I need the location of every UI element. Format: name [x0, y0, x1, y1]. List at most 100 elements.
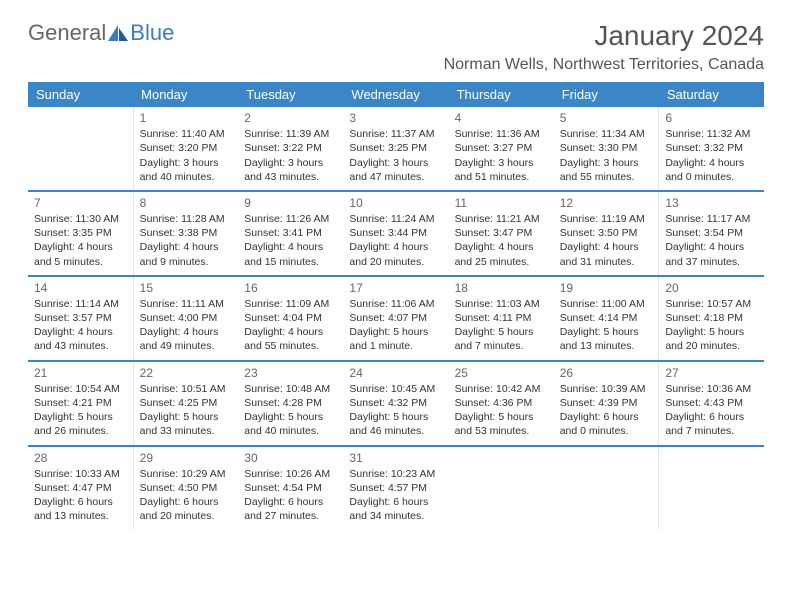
day-daylight2: and 9 minutes. — [140, 255, 233, 269]
day-sunrise: Sunrise: 11:37 AM — [349, 127, 442, 141]
day-daylight2: and 20 minutes. — [140, 509, 233, 523]
calendar-day-cell: 13Sunrise: 11:17 AMSunset: 3:54 PMDaylig… — [659, 191, 764, 276]
day-daylight2: and 5 minutes. — [34, 255, 127, 269]
header: General Blue January 2024 Norman Wells, … — [28, 20, 764, 74]
day-header: Wednesday — [343, 82, 448, 107]
title-block: January 2024 Norman Wells, Northwest Ter… — [444, 20, 764, 74]
day-number: 28 — [34, 450, 127, 466]
day-daylight2: and 40 minutes. — [140, 170, 233, 184]
day-sunrise: Sunrise: 11:28 AM — [140, 212, 233, 226]
calendar-day-cell: 27Sunrise: 10:36 AMSunset: 4:43 PMDaylig… — [659, 361, 764, 446]
day-number: 3 — [349, 110, 442, 126]
calendar-day-cell: 7Sunrise: 11:30 AMSunset: 3:35 PMDayligh… — [28, 191, 133, 276]
day-sunrise: Sunrise: 11:24 AM — [349, 212, 442, 226]
calendar-day-cell: 9Sunrise: 11:26 AMSunset: 3:41 PMDayligh… — [238, 191, 343, 276]
day-daylight2: and 47 minutes. — [349, 170, 442, 184]
day-daylight2: and 20 minutes. — [349, 255, 442, 269]
calendar-day-cell: 31Sunrise: 10:23 AMSunset: 4:57 PMDaylig… — [343, 446, 448, 530]
calendar-week-row: 1Sunrise: 11:40 AMSunset: 3:20 PMDayligh… — [28, 107, 764, 191]
day-sunrise: Sunrise: 11:26 AM — [244, 212, 337, 226]
calendar-day-cell: 24Sunrise: 10:45 AMSunset: 4:32 PMDaylig… — [343, 361, 448, 446]
day-daylight1: Daylight: 4 hours — [34, 240, 127, 254]
day-sunset: Sunset: 4:43 PM — [665, 396, 758, 410]
logo-sail-icon — [108, 25, 128, 41]
day-daylight2: and 37 minutes. — [665, 255, 758, 269]
day-sunrise: Sunrise: 10:57 AM — [665, 297, 758, 311]
day-sunset: Sunset: 4:36 PM — [455, 396, 548, 410]
day-header: Sunday — [28, 82, 133, 107]
day-number: 20 — [665, 280, 758, 296]
day-sunrise: Sunrise: 11:17 AM — [665, 212, 758, 226]
calendar-day-cell: 8Sunrise: 11:28 AMSunset: 3:38 PMDayligh… — [133, 191, 238, 276]
day-daylight1: Daylight: 5 hours — [349, 325, 442, 339]
day-sunrise: Sunrise: 10:33 AM — [34, 467, 127, 481]
day-number: 15 — [140, 280, 233, 296]
day-daylight2: and 46 minutes. — [349, 424, 442, 438]
day-sunset: Sunset: 4:47 PM — [34, 481, 127, 495]
calendar-week-row: 14Sunrise: 11:14 AMSunset: 3:57 PMDaylig… — [28, 276, 764, 361]
calendar-day-cell: 3Sunrise: 11:37 AMSunset: 3:25 PMDayligh… — [343, 107, 448, 191]
day-daylight2: and 34 minutes. — [349, 509, 442, 523]
day-number: 25 — [455, 365, 548, 381]
day-daylight1: Daylight: 4 hours — [665, 156, 758, 170]
day-daylight1: Daylight: 6 hours — [665, 410, 758, 424]
day-number: 11 — [455, 195, 548, 211]
calendar-week-row: 28Sunrise: 10:33 AMSunset: 4:47 PMDaylig… — [28, 446, 764, 530]
day-daylight2: and 1 minute. — [349, 339, 442, 353]
calendar-day-cell: 30Sunrise: 10:26 AMSunset: 4:54 PMDaylig… — [238, 446, 343, 530]
day-sunset: Sunset: 4:28 PM — [244, 396, 337, 410]
day-daylight2: and 0 minutes. — [560, 424, 653, 438]
calendar-week-row: 21Sunrise: 10:54 AMSunset: 4:21 PMDaylig… — [28, 361, 764, 446]
calendar-day-cell: 25Sunrise: 10:42 AMSunset: 4:36 PMDaylig… — [449, 361, 554, 446]
day-sunset: Sunset: 4:04 PM — [244, 311, 337, 325]
day-sunrise: Sunrise: 10:39 AM — [560, 382, 653, 396]
day-sunset: Sunset: 4:11 PM — [455, 311, 548, 325]
calendar-day-cell: 28Sunrise: 10:33 AMSunset: 4:47 PMDaylig… — [28, 446, 133, 530]
day-daylight1: Daylight: 3 hours — [455, 156, 548, 170]
day-daylight2: and 13 minutes. — [560, 339, 653, 353]
day-daylight1: Daylight: 4 hours — [140, 325, 233, 339]
day-sunrise: Sunrise: 10:42 AM — [455, 382, 548, 396]
day-sunrise: Sunrise: 10:29 AM — [140, 467, 233, 481]
day-number: 16 — [244, 280, 337, 296]
day-daylight1: Daylight: 5 hours — [455, 325, 548, 339]
day-daylight2: and 40 minutes. — [244, 424, 337, 438]
day-sunrise: Sunrise: 11:03 AM — [455, 297, 548, 311]
day-daylight1: Daylight: 5 hours — [140, 410, 233, 424]
day-daylight2: and 7 minutes. — [665, 424, 758, 438]
day-sunrise: Sunrise: 11:00 AM — [560, 297, 653, 311]
day-number: 26 — [560, 365, 653, 381]
day-daylight2: and 0 minutes. — [665, 170, 758, 184]
day-header: Saturday — [659, 82, 764, 107]
day-daylight1: Daylight: 6 hours — [349, 495, 442, 509]
day-daylight2: and 49 minutes. — [140, 339, 233, 353]
day-sunrise: Sunrise: 10:36 AM — [665, 382, 758, 396]
calendar-day-cell: 23Sunrise: 10:48 AMSunset: 4:28 PMDaylig… — [238, 361, 343, 446]
day-daylight1: Daylight: 3 hours — [349, 156, 442, 170]
day-sunset: Sunset: 4:14 PM — [560, 311, 653, 325]
day-sunset: Sunset: 3:57 PM — [34, 311, 127, 325]
day-daylight2: and 31 minutes. — [560, 255, 653, 269]
day-daylight1: Daylight: 4 hours — [34, 325, 127, 339]
day-daylight1: Daylight: 6 hours — [34, 495, 127, 509]
day-number: 29 — [140, 450, 233, 466]
day-daylight1: Daylight: 4 hours — [455, 240, 548, 254]
day-number: 10 — [349, 195, 442, 211]
logo-text-general: General — [28, 20, 106, 46]
day-sunset: Sunset: 3:22 PM — [244, 141, 337, 155]
day-daylight1: Daylight: 3 hours — [560, 156, 653, 170]
day-sunset: Sunset: 4:21 PM — [34, 396, 127, 410]
day-header: Monday — [133, 82, 238, 107]
day-sunset: Sunset: 3:35 PM — [34, 226, 127, 240]
day-sunset: Sunset: 3:50 PM — [560, 226, 653, 240]
calendar-day-cell: 2Sunrise: 11:39 AMSunset: 3:22 PMDayligh… — [238, 107, 343, 191]
day-sunrise: Sunrise: 10:23 AM — [349, 467, 442, 481]
calendar-day-cell: 10Sunrise: 11:24 AMSunset: 3:44 PMDaylig… — [343, 191, 448, 276]
day-sunrise: Sunrise: 11:21 AM — [455, 212, 548, 226]
calendar-day-cell — [28, 107, 133, 191]
day-number: 7 — [34, 195, 127, 211]
day-daylight1: Daylight: 6 hours — [140, 495, 233, 509]
day-sunset: Sunset: 3:41 PM — [244, 226, 337, 240]
calendar-day-cell: 16Sunrise: 11:09 AMSunset: 4:04 PMDaylig… — [238, 276, 343, 361]
day-daylight2: and 7 minutes. — [455, 339, 548, 353]
